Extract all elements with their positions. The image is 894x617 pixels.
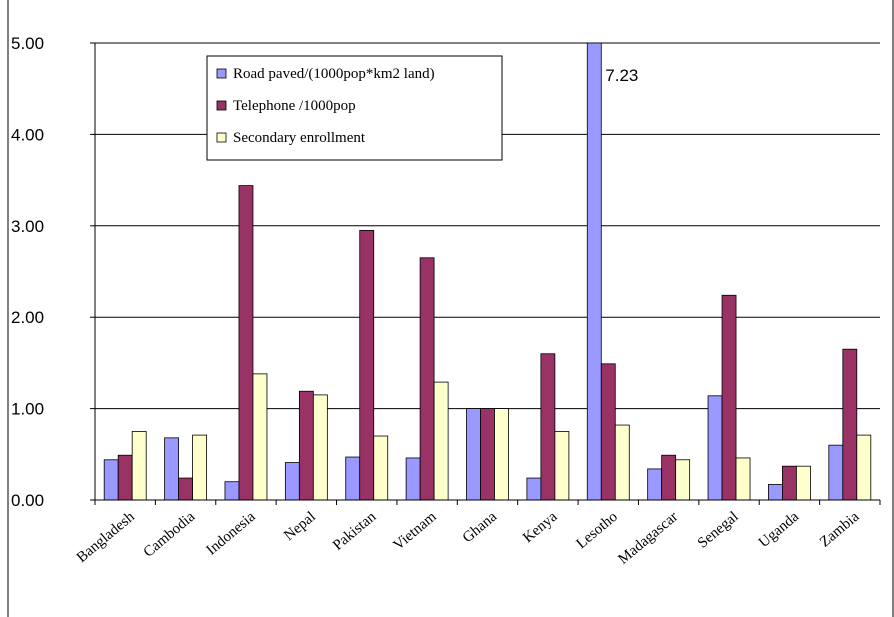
bar-lesotho-series-0 [586,42,602,501]
bar-lesotho-series-2 [614,424,630,501]
legend-label-0: Road paved/(1000pop*km2 land) [233,66,435,82]
y-tick-label-4: 4.00 [11,125,44,144]
bar-zambia-series-2 [856,434,872,501]
bar-madagascar-series-2 [675,459,691,501]
axes [90,42,881,505]
legend-swatch-1 [216,100,227,111]
bar-uganda-series-2 [796,465,811,501]
legend: Road paved/(1000pop*km2 land) Telephone /… [206,55,503,161]
annotations: 7.23 [605,66,638,85]
bar-senegal-series-2 [735,457,751,501]
y-tick-label-3: 3.00 [11,217,44,236]
bar-pakistan-series-0 [345,456,361,501]
legend-label-1: Telephone /1000pop [233,98,356,114]
bar-senegal-series-1 [721,294,737,501]
bar-zambia-series-0 [828,444,844,501]
bar-nepal-series-0 [284,462,300,501]
bar-vietnam-series-2 [433,381,449,501]
bar-zambia-series-1 [842,348,858,501]
bar-pakistan-series-2 [373,435,389,501]
y-tick-labels: 0.00 1.00 2.00 3.00 4.00 5.00 [11,34,44,510]
bar-pakistan-series-1 [359,229,375,501]
y-tick-label-2: 2.00 [11,308,44,327]
bar-cambodia-series-2 [192,434,207,501]
bar-uganda-series-0 [768,484,783,501]
legend-box [206,55,503,161]
bar-nepal-series-2 [312,394,328,501]
legend-swatch-2 [216,132,227,143]
bar-kenya-series-2 [554,431,570,501]
bar-vietnam-series-1 [419,257,435,501]
bar-ghana-series-0 [466,408,481,501]
bar-kenya-series-1 [540,353,556,501]
y-tick-label-5: 5.00 [11,34,44,53]
bar-vietnam-series-0 [405,457,421,501]
bar-value-label-lesotho: 7.23 [605,66,638,85]
legend-label-2: Secondary enrollment [233,130,366,146]
bar-kenya-series-0 [526,477,542,501]
y-tick-label-1: 1.00 [11,400,44,419]
bar-ghana-series-1 [480,408,495,501]
bar-nepal-series-1 [298,390,314,501]
bar-cambodia-series-1 [178,477,193,501]
bar-ghana-series-2 [494,408,509,501]
bar-indonesia-series-0 [224,481,240,501]
bar-senegal-series-0 [707,395,723,501]
bar-uganda-series-1 [782,465,797,501]
bar-madagascar-series-1 [661,454,677,501]
bars-group [103,42,872,501]
bar-bangladesh-series-1 [117,454,133,501]
bar-indonesia-series-1 [238,185,254,501]
bar-cambodia-series-0 [164,437,179,501]
bar-madagascar-series-0 [647,468,663,501]
bar-lesotho-series-1 [600,363,616,501]
legend-swatch-0 [216,68,227,79]
bar-bangladesh-series-2 [131,431,147,501]
y-tick-label-0: 0.00 [11,491,44,510]
bar-indonesia-series-2 [252,373,268,501]
bar-bangladesh-series-0 [103,459,119,501]
